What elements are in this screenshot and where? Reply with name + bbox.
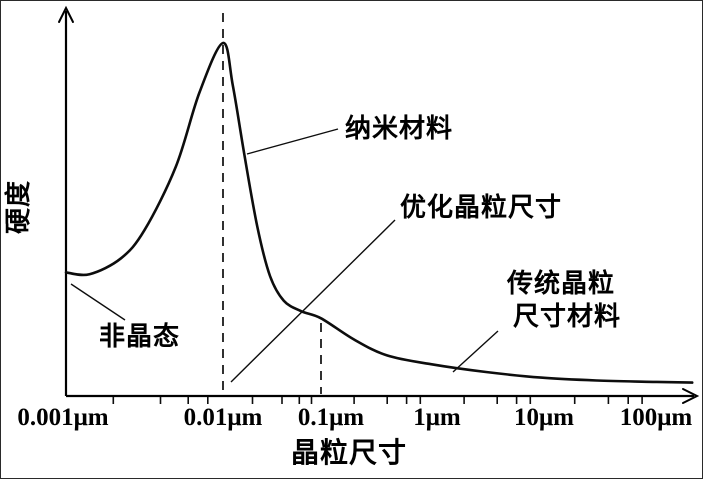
leader-line-nano <box>246 128 339 155</box>
y-axis-arrow-icon <box>58 5 74 23</box>
x-axis-title: 晶粒尺寸 <box>291 437 407 469</box>
annotation-nano-material: 纳米材料 <box>345 113 453 143</box>
annotation-traditional-line1: 传统晶粒 <box>506 268 615 298</box>
x-tick-label-10um: 10μm <box>514 404 574 431</box>
annotation-traditional-line2: 尺寸材料 <box>513 302 621 331</box>
leader-line-traditional <box>452 330 499 373</box>
x-tick-label-0.1um: 0.1μm <box>298 404 364 431</box>
x-tick-label-100um: 100μm <box>620 404 693 431</box>
x-axis-ticks <box>112 397 643 404</box>
leader-line-optimized <box>230 219 396 383</box>
hardness-curve <box>64 41 694 384</box>
annotation-optimized-grain-size: 优化晶粒尺寸 <box>400 192 562 222</box>
x-axis-arrow-icon <box>682 388 700 404</box>
x-tick-label-0.001um: 0.001μm <box>17 404 108 431</box>
annotation-amorphous: 非晶态 <box>99 321 180 351</box>
x-tick-label-0.01um: 0.01μm <box>184 404 263 431</box>
leader-line-amorphous <box>70 283 126 321</box>
x-tick-label-1um: 1μm <box>413 404 461 431</box>
y-axis-title: 硬度 <box>3 180 33 234</box>
